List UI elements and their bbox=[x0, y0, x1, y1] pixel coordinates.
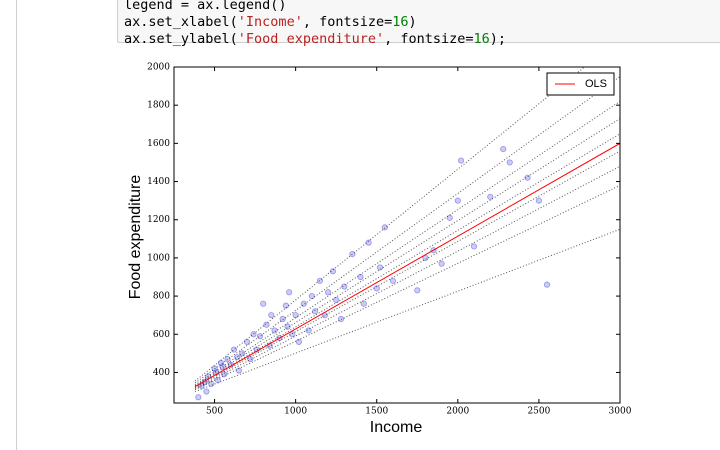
y-tick-label: 1600 bbox=[147, 139, 170, 149]
scatter-point bbox=[324, 289, 332, 296]
scatter-point bbox=[219, 363, 226, 370]
scatter-point bbox=[208, 380, 215, 388]
scatter-point bbox=[263, 321, 270, 328]
scatter-point bbox=[217, 359, 225, 367]
scatter-point bbox=[292, 312, 299, 319]
quantile-line bbox=[194, 165, 620, 390]
scatter-point bbox=[376, 264, 384, 271]
code-line: ax.set_xlabel('Income', fontsize=16) bbox=[124, 14, 417, 30]
scatter-point bbox=[333, 296, 340, 304]
y-tick-label: 400 bbox=[153, 368, 170, 378]
x-tick-label: 1500 bbox=[365, 407, 388, 417]
scatter-point bbox=[243, 338, 251, 346]
y-tick-label: 600 bbox=[153, 330, 170, 340]
scatter-point bbox=[500, 145, 507, 153]
scatter-point bbox=[234, 354, 241, 361]
scatter-point bbox=[203, 388, 210, 395]
scatter-point bbox=[300, 300, 307, 307]
scatter-point bbox=[195, 394, 202, 401]
scatter-point bbox=[211, 365, 218, 372]
scatter-point bbox=[329, 268, 337, 275]
cell-border bbox=[16, 0, 17, 450]
scatter-point bbox=[446, 214, 453, 221]
y-tick-label: 1000 bbox=[147, 253, 170, 263]
scatter-point bbox=[256, 333, 264, 340]
scatter-point bbox=[381, 224, 388, 231]
scatter-point bbox=[349, 250, 356, 258]
legend-label: OLS bbox=[585, 78, 607, 90]
ols-line bbox=[194, 142, 620, 388]
scatter-point bbox=[250, 331, 257, 338]
x-tick-label: 2500 bbox=[527, 407, 550, 417]
code-line: legend = ax.legend() bbox=[124, 0, 287, 13]
scatter-point bbox=[268, 312, 275, 319]
quantile-line bbox=[194, 76, 620, 384]
scatter-point bbox=[535, 197, 543, 204]
scatter-point bbox=[524, 174, 531, 181]
quantile-line bbox=[194, 67, 586, 382]
scatter-point bbox=[316, 277, 324, 284]
quantile-line bbox=[194, 184, 620, 391]
scatter-point bbox=[230, 346, 238, 353]
quantile-line bbox=[194, 100, 620, 386]
y-tick-label: 2000 bbox=[147, 63, 170, 73]
scatter-point bbox=[214, 376, 221, 384]
y-tick-label: 1800 bbox=[147, 101, 170, 111]
y-tick-label: 1400 bbox=[147, 177, 170, 187]
scatter-point bbox=[487, 193, 494, 200]
scatter-point bbox=[286, 289, 293, 296]
scatter-point bbox=[235, 367, 242, 374]
scatter-point bbox=[414, 287, 421, 294]
scatter-point bbox=[543, 281, 551, 288]
scatter-point bbox=[389, 277, 397, 284]
scatter-point bbox=[360, 300, 367, 307]
quantile-line bbox=[194, 118, 620, 387]
legend-box bbox=[546, 72, 615, 96]
quantile-line bbox=[194, 228, 620, 393]
scatter-point bbox=[260, 300, 267, 307]
plot-frame bbox=[173, 66, 621, 404]
scatter-point bbox=[457, 157, 465, 164]
y-axis-label: Food expenditure bbox=[127, 175, 144, 300]
plot-area bbox=[194, 67, 620, 401]
code-cell[interactable]: legend = ax.legend() ax.set_xlabel('Incom… bbox=[117, 0, 720, 47]
x-axis-label: Income bbox=[370, 419, 423, 436]
scatter-point bbox=[224, 355, 231, 363]
scatter-point bbox=[308, 292, 315, 300]
scatter-point bbox=[221, 371, 228, 378]
scatter-point bbox=[365, 239, 372, 246]
y-tick-label: 800 bbox=[153, 292, 170, 302]
scatter-point bbox=[438, 260, 445, 267]
scatter-point bbox=[470, 243, 478, 250]
code-line: ax.set_ylabel('Food expenditure', fontsi… bbox=[124, 31, 507, 47]
scatter-point bbox=[305, 327, 312, 334]
scatter-point bbox=[311, 308, 319, 315]
x-tick-label: 2000 bbox=[446, 407, 469, 417]
x-tick-label: 500 bbox=[206, 407, 223, 417]
scatter-point bbox=[506, 159, 513, 166]
scatter-point bbox=[279, 315, 286, 323]
scatter-point bbox=[357, 273, 364, 281]
scatter-point bbox=[295, 338, 302, 346]
x-tick-label: 1000 bbox=[284, 407, 307, 417]
scatter-point bbox=[373, 285, 380, 292]
scatter-point bbox=[271, 327, 278, 334]
scatter-point bbox=[247, 355, 254, 363]
x-tick-label: 3000 bbox=[609, 407, 632, 417]
y-tick-label: 1200 bbox=[147, 215, 170, 225]
scatter-point bbox=[454, 197, 461, 204]
scatter-point bbox=[289, 331, 296, 338]
scatter-point bbox=[282, 302, 290, 309]
quantile-line bbox=[194, 150, 620, 389]
scatter-point bbox=[337, 315, 345, 323]
scatter-point bbox=[284, 323, 291, 330]
scatter-point bbox=[239, 350, 246, 357]
scatter-point bbox=[341, 283, 348, 290]
